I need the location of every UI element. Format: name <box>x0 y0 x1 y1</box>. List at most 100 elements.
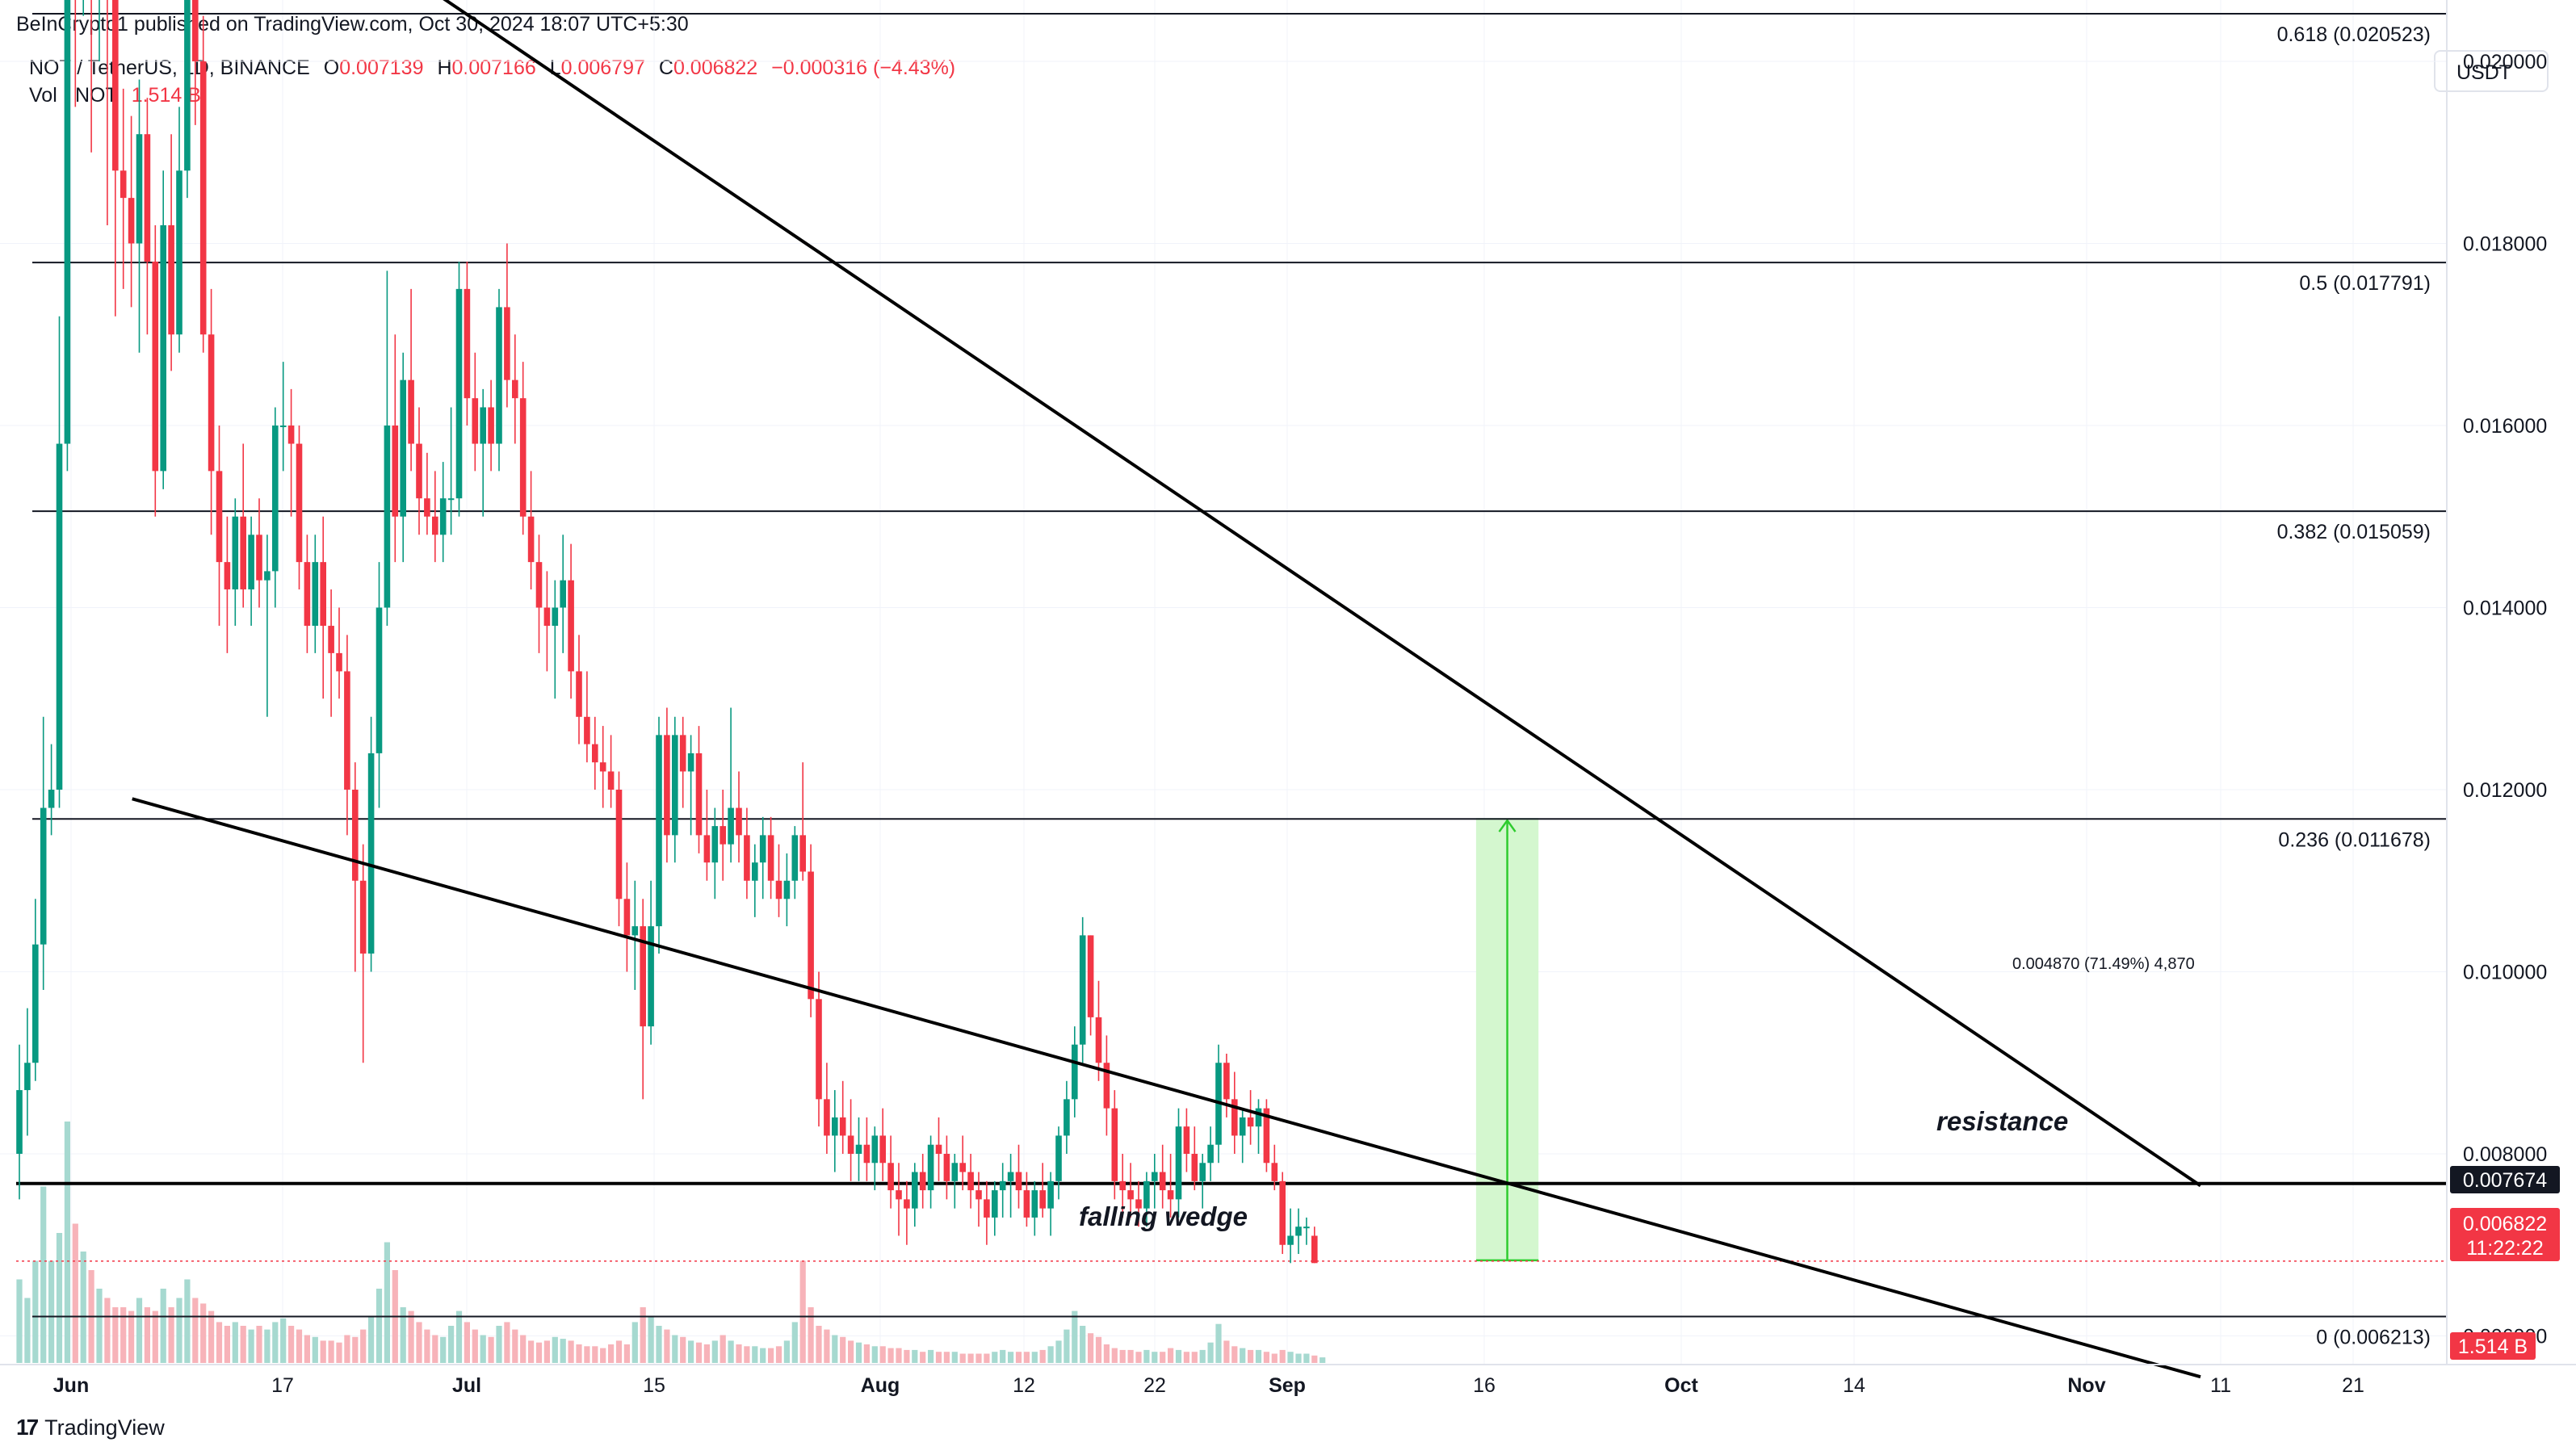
candle-body <box>344 671 350 790</box>
candle-body <box>248 535 254 589</box>
volume-bar <box>176 1298 183 1363</box>
candle-body <box>176 170 183 335</box>
candle-body <box>1007 1172 1014 1181</box>
volume-bar <box>623 1344 630 1363</box>
candle-body <box>40 807 47 945</box>
candle-body <box>472 398 479 444</box>
volume-bar <box>912 1349 918 1363</box>
volume-bar <box>951 1352 958 1363</box>
time-tick-label: 15 <box>643 1374 665 1397</box>
candle-body <box>767 835 774 881</box>
tradingview-footer[interactable]: 17 TradingView <box>16 1415 165 1440</box>
volume-bar <box>184 1279 191 1363</box>
candle-body <box>56 443 63 790</box>
volume-bar <box>1168 1348 1174 1363</box>
candle-body <box>607 771 615 790</box>
candle-body <box>543 607 551 627</box>
candle-body <box>1135 1199 1142 1209</box>
volume-bar <box>1215 1323 1222 1363</box>
volume-bar <box>248 1329 254 1363</box>
candle-body <box>144 134 151 262</box>
projection-label: 0.004870 (71.49%) 4,870 <box>2012 955 2195 973</box>
candle-body <box>999 1180 1006 1191</box>
volume-bar <box>296 1329 303 1363</box>
volume-bar <box>16 1279 23 1363</box>
volume-bar <box>648 1316 654 1363</box>
candle-body <box>375 607 383 753</box>
time-tick-label: Nov <box>2067 1374 2105 1397</box>
candle-body <box>512 379 518 399</box>
candle-body <box>304 562 311 627</box>
volume-bar <box>264 1329 271 1363</box>
candle-body <box>744 835 750 881</box>
price-tick-label: 0.008000 <box>2463 1143 2547 1166</box>
candle-body <box>112 0 119 171</box>
candle-body <box>488 407 494 444</box>
volume-bar <box>408 1310 414 1363</box>
volume-bar <box>1183 1352 1189 1363</box>
volume-bar <box>848 1340 854 1363</box>
time-tick-label: 12 <box>1013 1374 1035 1397</box>
volume-bar <box>104 1298 111 1363</box>
volume-bar <box>959 1353 966 1363</box>
candle-body <box>480 407 486 444</box>
candle-body <box>1023 1190 1030 1218</box>
candle-body <box>879 1135 886 1164</box>
volume-bar <box>416 1322 422 1363</box>
fib-label: 0.236 (0.011678) <box>2278 828 2431 851</box>
candle-body <box>759 835 766 863</box>
candle-body <box>1127 1190 1134 1200</box>
volume-label[interactable]: Vol · NOT <box>29 84 118 107</box>
volume-bar <box>568 1340 574 1363</box>
volume-bar <box>152 1310 158 1363</box>
axes: 0.0300000.0280000.0260000.0240000.022000… <box>0 0 2576 1397</box>
candle-body <box>279 426 287 427</box>
volume-bar <box>808 1307 814 1363</box>
volume-bar <box>352 1336 359 1363</box>
volume-bar <box>312 1336 318 1363</box>
fib-retracement: 1 (0.029369)0.786 (0.024413)0.618 (0.020… <box>16 13 2447 1348</box>
fib-label: 0 (0.006213) <box>2316 1326 2431 1348</box>
candle-body <box>1159 1172 1166 1191</box>
candle-body <box>1031 1190 1038 1218</box>
volume-bar <box>1160 1352 1166 1363</box>
time-tick-label: 17 <box>271 1374 294 1397</box>
volume-bar <box>1191 1352 1198 1363</box>
candle-body <box>199 61 207 335</box>
volume-bar <box>887 1348 894 1363</box>
price-tick-label: 0.018000 <box>2463 233 2547 256</box>
candle-body <box>128 198 135 244</box>
candle-body <box>664 735 670 836</box>
volume-bar <box>1088 1333 1094 1363</box>
volume-bar <box>928 1349 934 1363</box>
volume-bar <box>775 1346 782 1363</box>
volume-bar <box>488 1336 494 1363</box>
axis-badges: 0.007674 0.006822 11:22:22 1.514 B <box>2450 1166 2560 1360</box>
candle-body <box>64 0 71 444</box>
volume-bar <box>1231 1346 1238 1363</box>
volume-bar <box>984 1353 990 1363</box>
countdown-text: 11:22:22 <box>2466 1237 2543 1260</box>
volume-bar <box>1000 1349 1006 1363</box>
candle-body <box>1263 1108 1270 1164</box>
volume-bar <box>1119 1349 1126 1363</box>
candle-body <box>631 926 639 936</box>
volume-bar <box>1263 1352 1269 1363</box>
candle-body <box>184 0 191 171</box>
volume-bar <box>871 1346 878 1363</box>
volume-bar <box>344 1335 350 1363</box>
volume-badge: 1.514 B <box>2450 1332 2536 1360</box>
time-tick-label: 16 <box>1473 1374 1496 1397</box>
currency-button[interactable]: USDT <box>2434 50 2549 92</box>
candle-body <box>1072 1044 1078 1100</box>
price-tick-label: 0.010000 <box>2463 962 2547 984</box>
volume-bar <box>1248 1349 1254 1363</box>
candle-body <box>168 224 174 335</box>
volume-bar <box>272 1322 279 1363</box>
volume-bar <box>384 1242 390 1363</box>
candle-body <box>1311 1235 1318 1264</box>
candle-body <box>943 1154 950 1181</box>
candle-body <box>896 1190 902 1200</box>
volume-bar <box>535 1342 543 1363</box>
